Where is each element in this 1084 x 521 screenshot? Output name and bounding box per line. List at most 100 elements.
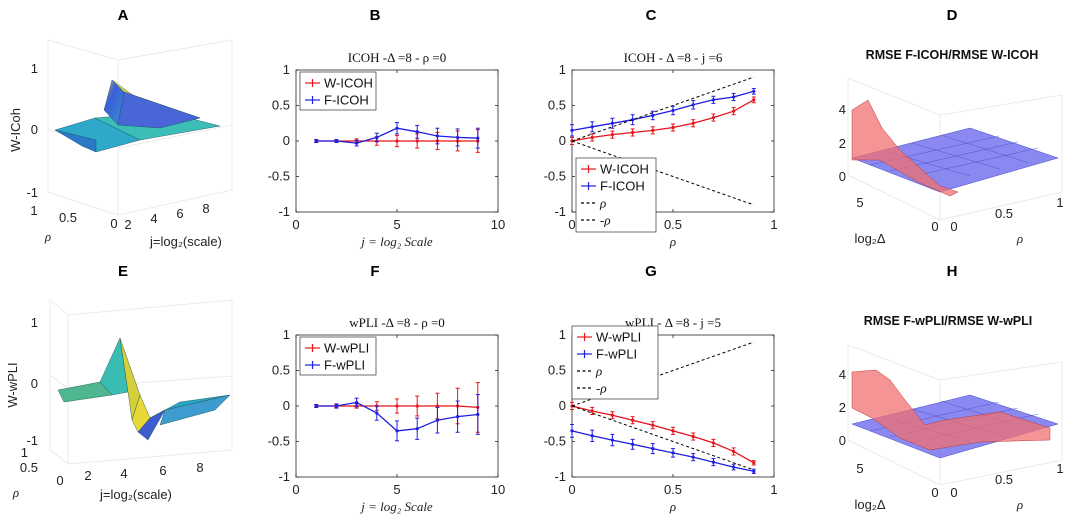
panel-h-xtick-2: 0.5 xyxy=(995,472,1013,487)
panel-e: 1 0 -1 W-wPLI 2 4 6 8 j=log₂(scale) 1 0.… xyxy=(5,299,233,502)
panel-b-xtick-label: 10 xyxy=(491,217,505,232)
panel-e-ytick-2: 0.5 xyxy=(20,460,38,475)
panel-g-series-2-line xyxy=(571,341,754,407)
panel-h-xlabel: ρ xyxy=(1016,497,1023,512)
panel-a-surface xyxy=(54,79,221,153)
panel-c-xlabel: ρ xyxy=(669,234,676,249)
panel-g-series-1-point xyxy=(711,460,716,464)
panel-g-legend-label: F-wPLI xyxy=(596,347,637,362)
panel-label-c: C xyxy=(646,7,657,24)
panel-g-xlabel: ρ xyxy=(669,499,676,514)
panel-g-series-1-point xyxy=(570,429,574,433)
panel-h-ylabel: log₂Δ xyxy=(854,497,885,512)
panel-g-legend-box xyxy=(571,325,659,400)
panel-c-ytick-label: -1 xyxy=(554,204,566,219)
panel-a-ytick-1: 1 xyxy=(30,203,37,218)
panel-g-series-0-point xyxy=(671,429,675,433)
panel-f-legend-label: F-wPLI xyxy=(324,358,365,373)
panel-g-series-0-point xyxy=(590,409,594,413)
panel-f-series-1-point xyxy=(355,400,359,405)
panel-b-legend-label: W-ICOH xyxy=(324,76,373,91)
panel-label-f: F xyxy=(370,263,379,280)
panel-b-xtick-label: 0 xyxy=(292,217,299,232)
panel-e-ztick-2: 0 xyxy=(31,376,38,391)
panel-g-ytick-label: -0.5 xyxy=(544,434,566,449)
panel-label-e: E xyxy=(118,263,128,280)
panel-f-xtick-label: 5 xyxy=(393,482,400,497)
panel-a-xtick-3: 6 xyxy=(176,206,183,221)
panel-b-ytick-label: 0 xyxy=(283,133,290,148)
panel-b-title: ICOH -Δ =8 - ρ =0 xyxy=(348,50,446,65)
panel-g-series-0-point xyxy=(711,441,716,445)
panel-a-ylabel: ρ xyxy=(44,229,51,244)
panel-h-ytick-2: 0 xyxy=(931,485,938,500)
panel-g-series-1-point xyxy=(610,438,615,442)
panel-c-ytick-label: 0 xyxy=(559,133,566,148)
panel-e-xlabel: j=log₂(scale) xyxy=(99,487,172,502)
panel-c-legend-label: F-ICOH xyxy=(600,179,645,194)
panel-b-ytick-label: -1 xyxy=(278,204,290,219)
panel-b-series-1-point xyxy=(415,130,419,134)
panel-f-ytick-label: -1 xyxy=(278,469,290,484)
panel-e-xtick-4: 8 xyxy=(196,460,203,475)
panel-g-xtick-label: 1 xyxy=(770,482,777,497)
panel-a-ytick-3: 0 xyxy=(110,216,117,231)
panel-a-ztick-3: -1 xyxy=(26,185,38,200)
panel-f-ytick-label: 0.5 xyxy=(272,363,290,378)
panel-g-series-0-point xyxy=(610,413,615,417)
panel-g-series-1-point xyxy=(651,447,655,451)
panel-a-xtick-1: 2 xyxy=(124,217,131,232)
panel-c-series-2-line xyxy=(571,76,754,142)
panel-e-xtick-1: 2 xyxy=(84,468,91,483)
panel-h-surface xyxy=(851,369,1059,459)
panel-d-ztick-3: 0 xyxy=(839,169,846,184)
panel-label-g: G xyxy=(645,263,657,280)
panel-c-ytick-label: -0.5 xyxy=(544,169,566,184)
panel-c-series-1-point xyxy=(651,113,655,118)
panel-c-series-3-line xyxy=(571,140,754,206)
panel-b-series-1-point xyxy=(314,139,318,143)
panel-c-series-1-point xyxy=(590,125,594,129)
panel-b-xlabel: j = log₂ Scale xyxy=(359,234,433,249)
panel-h-ztick-2: 2 xyxy=(839,400,846,415)
panel-f-xtick-label: 0 xyxy=(292,482,299,497)
panel-b-series-0-point xyxy=(415,139,419,143)
panel-c-series-0-line xyxy=(571,99,755,142)
panel-f-ytick-label: 0 xyxy=(283,398,290,413)
panel-b-series-1-point xyxy=(395,126,399,130)
panel-g-series-1-point xyxy=(671,451,675,455)
panel-f-series-1-point xyxy=(375,411,379,415)
panel-c-series-0-point xyxy=(732,109,736,113)
panel-g-series-1-point xyxy=(590,434,594,438)
panel-g-series-0-point xyxy=(651,423,655,427)
panel-c-series-0-point xyxy=(752,98,756,102)
panel-g-xtick-label: 0 xyxy=(568,482,575,497)
panel-c-series-1-point xyxy=(570,128,574,132)
panel-h-ytick-1: 5 xyxy=(856,461,863,476)
panel-g-series-0-point xyxy=(631,418,635,422)
panel-b: ICOH -Δ =8 - ρ =010.50-0.5-10 5 10j = log₂… xyxy=(268,50,506,249)
panel-e-ytick-3: 0 xyxy=(56,473,63,488)
panel-d-xtick-3: 1 xyxy=(1056,195,1063,210)
panel-g-ytick-label: 0.5 xyxy=(548,363,566,378)
panel-e-ytick-1: 1 xyxy=(21,445,28,460)
panel-c-series-1-point xyxy=(671,108,675,113)
panel-b-series-0-point xyxy=(395,139,399,143)
panel-c-series-0-point xyxy=(590,135,594,140)
panel-b-series-1-point xyxy=(435,134,439,138)
panel-f-series-1-point xyxy=(456,415,460,419)
panel-c-series-1-point xyxy=(752,89,756,93)
panel-h-title: RMSE F-wPLI/RMSE W-wPLI xyxy=(864,314,1033,328)
panel-e-xtick-3: 6 xyxy=(159,463,166,478)
panel-c-legend-label: ρ xyxy=(599,196,606,211)
panel-a: 1 0 -1 W-ICoh 2 4 6 8 j=log₂(scale) 1 0.… xyxy=(8,39,233,249)
panel-e-ylabel: ρ xyxy=(12,485,19,500)
panel-f-series-0-point xyxy=(435,404,439,408)
panel-b-ytick-label: 1 xyxy=(283,62,290,77)
panel-c-series-1-point xyxy=(610,121,615,125)
panel-f-series-0-point xyxy=(415,404,419,408)
panel-a-ztick-2: 0 xyxy=(31,122,38,137)
panel-c: ICOH - Δ =8 - j =610.50-0.5-10 0.5 1ρW-ICO… xyxy=(544,50,778,249)
panel-d-xtick-1: 0 xyxy=(950,219,957,234)
panel-b-xtick-label: 5 xyxy=(393,217,400,232)
